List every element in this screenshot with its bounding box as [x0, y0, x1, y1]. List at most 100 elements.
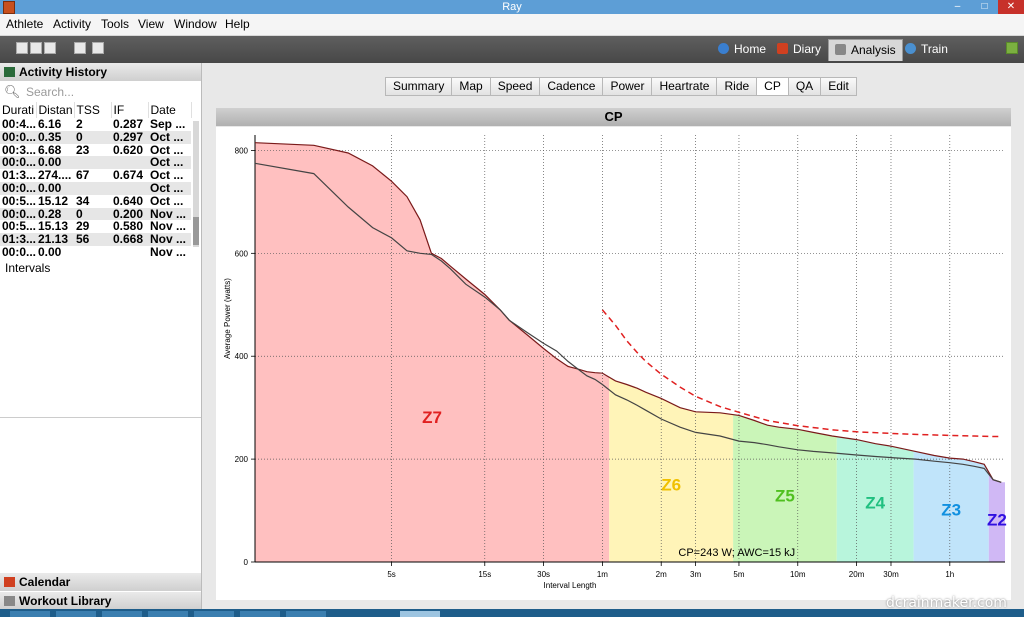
table-cell: 274....	[38, 169, 72, 182]
taskbar-item-active[interactable]	[400, 611, 440, 617]
cp-chart[interactable]: 5s 15s 30s 1m 2m 3m 5m 10m 20m 30m 1h 0 200 400 600 800…	[216, 127, 1011, 600]
train-icon	[905, 43, 916, 54]
nav-analysis[interactable]: Analysis	[828, 39, 903, 61]
menu-athlete[interactable]: Athlete	[6, 17, 44, 31]
table-row[interactable]: 00:0... 0.00 Nov ...	[0, 246, 191, 259]
table-cell: 2	[76, 118, 83, 131]
intervals-label[interactable]: Intervals	[5, 261, 51, 275]
x-tick-label: 5s	[387, 570, 395, 579]
search-icon: 🔍︎	[4, 84, 21, 99]
tab-qa[interactable]: QA	[788, 77, 822, 96]
tab-edit[interactable]: Edit	[821, 77, 857, 96]
column-header[interactable]: Distan	[36, 102, 75, 118]
minimize-button[interactable]: –	[954, 1, 961, 12]
nav-analysis-label: Analysis	[851, 43, 896, 57]
share-icon[interactable]	[92, 42, 104, 54]
table-row[interactable]: 00:5... 15.13 29 0.580 Nov ...	[0, 220, 191, 233]
column-header[interactable]: Durati	[0, 102, 37, 118]
taskbar-item[interactable]	[286, 611, 326, 617]
x-tick-label: 5m	[733, 570, 744, 579]
menu-view[interactable]: View	[138, 17, 164, 31]
cp-chart-svg: 5s 15s 30s 1m 2m 3m 5m 10m 20m 30m 1h 0 200 400 600 800…	[223, 135, 1007, 590]
table-row[interactable]: 00:0... 0.35 0 0.297 Oct ...	[0, 130, 191, 144]
taskbar-item[interactable]	[240, 611, 280, 617]
table-cell: 00:5...	[2, 194, 36, 208]
menu-window[interactable]: Window	[174, 17, 217, 31]
x-tick-label: 1m	[597, 570, 608, 579]
table-row[interactable]: 00:5... 15.12 34 0.640 Oct ...	[0, 195, 191, 208]
table-cell: 21.13	[36, 233, 74, 246]
column-header[interactable]: TSS	[74, 102, 112, 118]
table-row[interactable]: 00:0... 0.00 Oct ...	[0, 156, 191, 170]
layout-icon[interactable]	[30, 42, 42, 54]
table-cell: 15.12	[38, 194, 69, 208]
tab-summary[interactable]: Summary	[385, 77, 453, 96]
nav-diary[interactable]: Diary	[777, 39, 821, 60]
calendar-header[interactable]: Calendar	[0, 573, 201, 591]
table-cell: 01:3...	[2, 169, 36, 182]
x-tick-label: 30s	[537, 570, 550, 579]
table-cell: Oct ...	[150, 143, 184, 157]
analysis-panel: Summary Map Speed Cadence Power Heartrat…	[202, 63, 1024, 617]
search-box[interactable]: 🔍︎ Search...	[0, 82, 200, 102]
calendar-icon	[777, 43, 788, 54]
tab-cadence[interactable]: Cadence	[540, 77, 604, 96]
sidebar-toggle-icon[interactable]	[16, 42, 28, 54]
tile-icon[interactable]	[44, 42, 56, 54]
settings-icon[interactable]	[1006, 42, 1018, 54]
menu-activity[interactable]: Activity	[53, 17, 92, 31]
maximize-button[interactable]: □	[981, 1, 988, 12]
taskbar-item[interactable]	[102, 611, 142, 617]
taskbar-item[interactable]	[10, 611, 50, 617]
table-cell: Nov ...	[150, 220, 187, 234]
workout-library-header[interactable]: Workout Library	[0, 592, 201, 610]
cp-annotation: CP=243 W; AWC=15 kJ	[678, 547, 795, 559]
table-row[interactable]: 00:3... 6.68 23 0.620 Oct ...	[0, 144, 191, 157]
tab-ride[interactable]: Ride	[717, 77, 758, 96]
activity-history-header[interactable]: Activity History	[0, 63, 201, 81]
table-cell	[111, 156, 148, 170]
table-row[interactable]: 00:4... 6.16 2 0.287 Sep ...	[0, 118, 191, 131]
scrollbar-thumb[interactable]	[193, 217, 199, 245]
table-row[interactable]: 00:0... 0.28 0 0.200 Nov ...	[0, 207, 191, 221]
app-icon	[3, 1, 15, 14]
taskbar-item[interactable]	[148, 611, 188, 617]
table-row[interactable]: 00:0... 0.00 Oct ...	[0, 181, 191, 195]
x-tick-label: 3m	[690, 570, 701, 579]
menu-help[interactable]: Help	[225, 17, 250, 31]
table-row[interactable]: 01:3... 21.13 56 0.668 Nov ...	[0, 233, 191, 246]
table-cell: 34	[76, 194, 90, 208]
column-header[interactable]: Date	[148, 102, 192, 118]
save-icon[interactable]	[74, 42, 86, 54]
menu-tools[interactable]: Tools	[101, 17, 130, 31]
tab-power[interactable]: Power	[603, 77, 653, 96]
table-cell: 0.200	[111, 207, 148, 221]
zone-label-z2: Z2	[987, 510, 1007, 529]
close-button[interactable]: ✕	[998, 0, 1024, 14]
table-cell: 00:0...	[0, 207, 36, 221]
table-cell: Oct ...	[148, 130, 191, 144]
calendar-icon	[4, 577, 15, 587]
table-cell: 00:0...	[2, 245, 36, 259]
nav-train[interactable]: Train	[905, 39, 948, 60]
taskbar-item[interactable]	[56, 611, 96, 617]
taskbar-item[interactable]	[194, 611, 234, 617]
tab-cp[interactable]: CP	[757, 77, 789, 96]
nav-home[interactable]: Home	[718, 39, 766, 60]
menu-bar: Athlete Activity Tools View Window Help	[0, 14, 1024, 36]
tab-speed[interactable]: Speed	[490, 77, 541, 96]
tab-heartrate[interactable]: Heartrate	[652, 77, 718, 96]
table-cell	[111, 181, 148, 195]
table-cell: Nov ...	[150, 245, 187, 259]
window-title: Ray	[502, 1, 522, 13]
search-input[interactable]: Search...	[26, 85, 75, 99]
activity-scrollbar[interactable]	[193, 121, 199, 247]
table-cell: 29	[76, 220, 90, 234]
tab-map[interactable]: Map	[452, 77, 491, 96]
table-cell: 0.580	[113, 220, 144, 234]
series-line-1	[254, 162, 1002, 483]
table-cell: 0.00	[36, 181, 74, 195]
table-row[interactable]: 01:3... 274.... 67 0.674 Oct ...	[0, 169, 191, 182]
column-header[interactable]: IF	[111, 102, 149, 118]
zone-area-z2	[988, 472, 1005, 562]
